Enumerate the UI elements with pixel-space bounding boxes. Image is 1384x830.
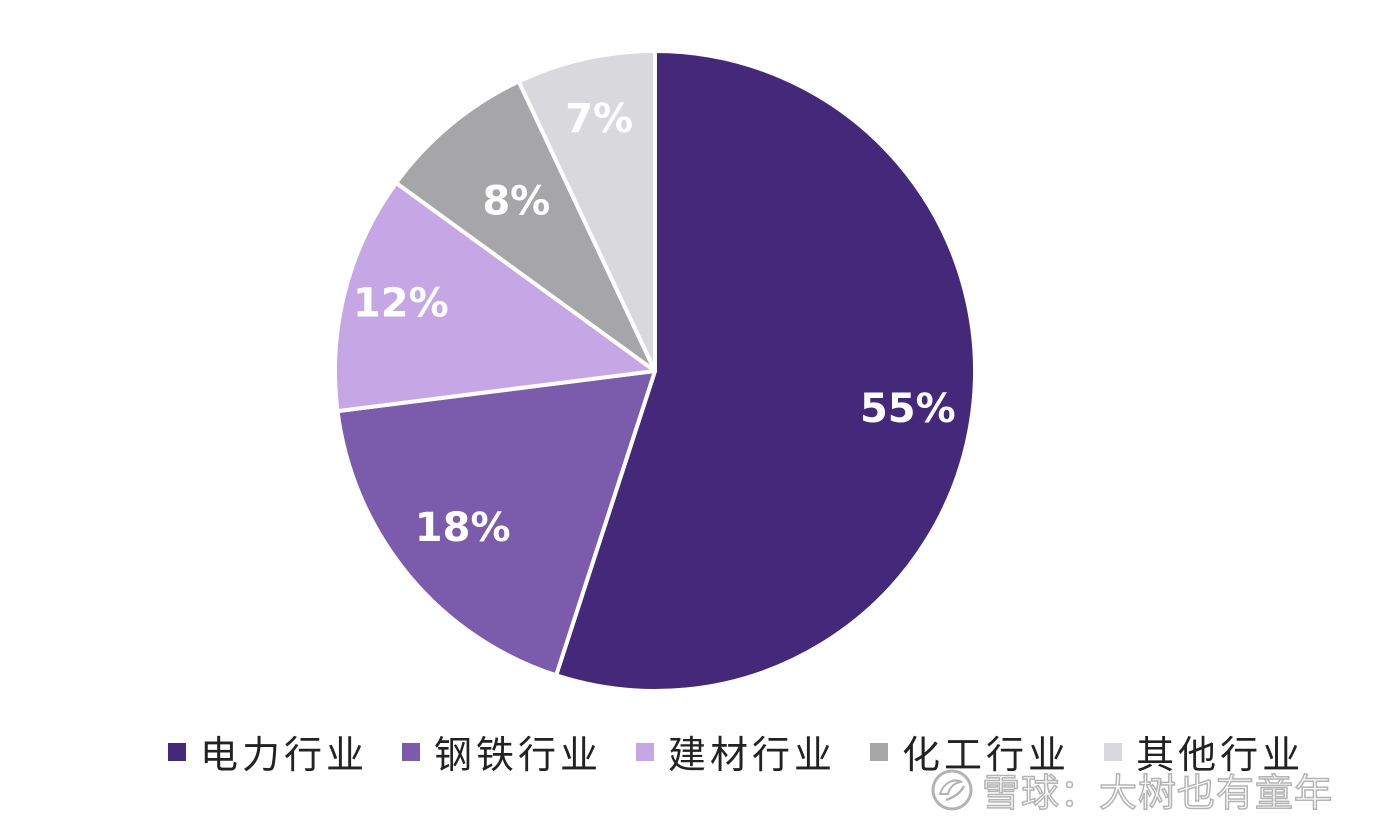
legend-item-chemical: 化工行业 bbox=[870, 724, 1070, 779]
legend-swatch-other bbox=[1104, 742, 1123, 761]
legend-swatch-power bbox=[168, 742, 186, 761]
data-label-steel: 18% bbox=[415, 505, 511, 551]
watermark-text: 雪球：大树也有童年 bbox=[981, 770, 1334, 816]
pie-slice-chemical bbox=[394, 79, 657, 373]
data-label-power: 55% bbox=[860, 386, 956, 432]
pie-data-labels: 55% 18% 12% 8% 7% bbox=[353, 96, 956, 551]
pie-slice-other bbox=[516, 49, 657, 373]
legend-item-power: 电力行业 bbox=[168, 724, 368, 779]
pie-slice-steel bbox=[335, 369, 657, 678]
pie-slice-building-materials bbox=[333, 180, 657, 414]
watermark: 雪球：大树也有童年 bbox=[930, 762, 1333, 817]
legend-label-other: 其他行业 bbox=[1136, 733, 1305, 777]
data-label-other: 7% bbox=[565, 96, 633, 142]
pie-slice-power bbox=[554, 49, 977, 693]
data-label-building-materials: 12% bbox=[353, 281, 449, 327]
legend-label-power: 电力行业 bbox=[200, 733, 369, 777]
pie-slices bbox=[333, 49, 977, 693]
legend-swatch-chemical bbox=[870, 742, 889, 761]
legend-swatch-building-materials bbox=[636, 742, 655, 761]
legend: 电力行业 钢铁行业 建材行业 化工行业 其他行业 bbox=[168, 724, 1304, 779]
legend-label-steel: 钢铁行业 bbox=[434, 733, 603, 777]
legend-label-building-materials: 建材行业 bbox=[668, 733, 837, 777]
legend-item-other: 其他行业 bbox=[1104, 724, 1304, 779]
legend-swatch-steel bbox=[402, 742, 421, 761]
snowball-logo-icon bbox=[931, 769, 973, 810]
legend-item-building-materials: 建材行业 bbox=[636, 724, 836, 779]
data-label-chemical: 8% bbox=[482, 178, 550, 224]
legend-label-chemical: 化工行业 bbox=[902, 733, 1071, 777]
legend-item-steel: 钢铁行业 bbox=[402, 724, 602, 779]
